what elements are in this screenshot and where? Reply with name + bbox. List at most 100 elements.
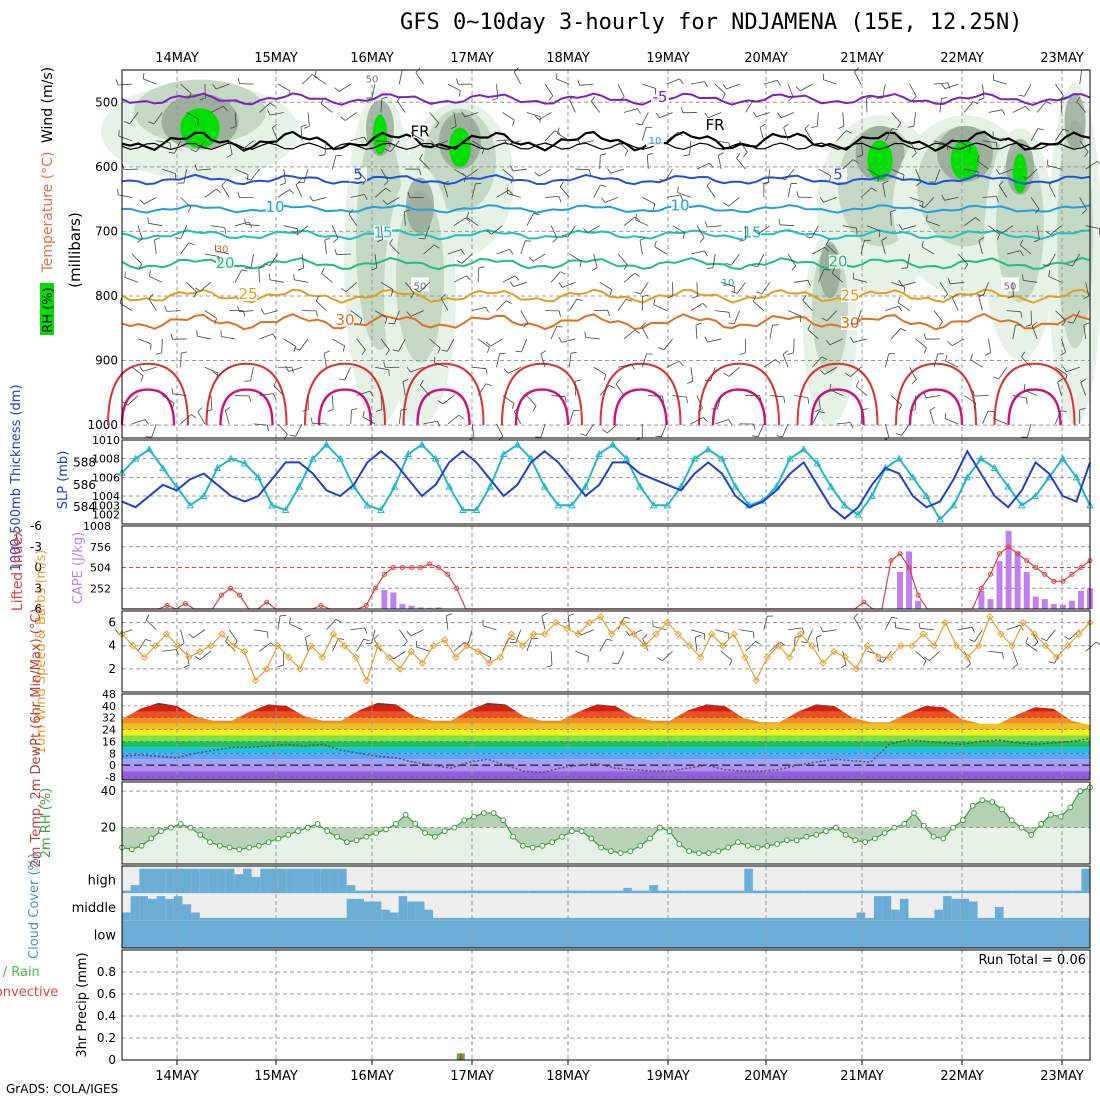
cloud-cell-bg — [683, 866, 693, 894]
cape-bar — [897, 571, 903, 609]
wind-barb — [410, 310, 424, 317]
wind-barb — [496, 189, 509, 198]
wind-barb — [988, 225, 1000, 235]
bottom-date-label: 20MAY — [744, 1069, 788, 1084]
wind-barb — [901, 281, 916, 286]
cloud-cell-bg — [243, 893, 253, 921]
wind-speed-point — [229, 641, 238, 650]
rh-point — [236, 846, 243, 853]
wind-barb — [856, 386, 868, 396]
wind-barb — [383, 361, 386, 368]
wind-barb — [891, 281, 905, 288]
wind-barb — [631, 364, 635, 370]
wind-barb — [585, 337, 600, 340]
wind-barb — [466, 168, 479, 178]
surface-wind-barb — [806, 629, 813, 643]
rh-point — [920, 822, 927, 829]
cloud-cell-bg — [580, 866, 590, 894]
temp-band — [122, 711, 1090, 718]
wind-barb — [551, 395, 566, 398]
wind-barb — [589, 169, 592, 176]
wind-barb — [148, 298, 157, 311]
cloud-axis-label: Cloud Cover (%) — [27, 853, 42, 959]
cloud-cell — [657, 890, 667, 894]
wind-barb — [846, 130, 852, 134]
surface-wind-barb — [145, 639, 152, 642]
surface-wind-barb — [606, 638, 613, 641]
wind-barb — [602, 429, 608, 434]
surface-wind-barb — [445, 615, 449, 630]
rh-point — [784, 837, 790, 844]
wind-barb — [1036, 225, 1040, 240]
wind-barb — [812, 246, 825, 255]
wind-barb — [796, 191, 799, 198]
wind-barb — [245, 224, 260, 227]
cloud-cell — [787, 890, 797, 894]
wind-speed-point — [863, 641, 872, 650]
wind-barb — [683, 154, 690, 157]
cloud-cell — [571, 890, 581, 894]
wind-barb — [1021, 351, 1026, 358]
wind-barb — [434, 140, 449, 147]
cloud-cell — [372, 901, 382, 921]
wind-barb — [635, 219, 649, 227]
wind-barb — [850, 337, 854, 343]
wind-barb — [708, 112, 722, 119]
cape-bar — [1023, 571, 1030, 609]
wind-barb — [118, 135, 133, 142]
wind-barb — [804, 124, 810, 130]
wind-barb — [1080, 382, 1087, 396]
cloud-cell — [1003, 890, 1013, 894]
wind-barb — [1047, 165, 1062, 170]
wind-barb — [975, 217, 981, 222]
cloud-cell — [433, 890, 443, 894]
wind-barb — [148, 294, 154, 300]
surface-wind-barb — [974, 629, 983, 642]
wind-barb — [1060, 351, 1066, 356]
wind-barb — [751, 265, 758, 267]
wind-barb — [1072, 253, 1081, 267]
li-point — [219, 592, 224, 598]
surface-wind-barb — [335, 619, 342, 623]
cloud-cell-bg — [433, 866, 443, 894]
wind-barb — [558, 337, 563, 343]
wind-barb — [244, 218, 246, 225]
wind-barb — [295, 184, 303, 198]
wind-barb — [161, 338, 163, 353]
wind-barb — [762, 182, 769, 185]
cloud-cell-bg — [485, 866, 495, 894]
wind-barb — [636, 123, 642, 126]
wind-barb — [787, 84, 794, 98]
slp-tick-label: 1004 — [92, 490, 120, 503]
wind-barb — [574, 379, 581, 382]
wind-barb — [380, 395, 383, 410]
wind-barb — [466, 275, 471, 281]
wind-barb — [558, 310, 561, 317]
wind-speed-point — [986, 613, 994, 621]
rh-point — [881, 830, 888, 836]
thickness-line — [121, 449, 1091, 520]
contour-label-bg — [266, 199, 284, 214]
wind-barb — [440, 293, 446, 299]
wind-barb — [154, 237, 161, 241]
wind-barb — [458, 90, 461, 97]
li-point — [897, 551, 903, 557]
wind-barb — [826, 310, 837, 322]
wind-barb — [939, 282, 949, 295]
cloud-cell-bg — [623, 866, 633, 894]
wind-barb — [707, 225, 722, 228]
cloud-cell — [752, 917, 762, 921]
rh-point — [324, 828, 331, 835]
cloud-cell — [761, 917, 771, 921]
hot-isotherm-arch — [810, 388, 865, 426]
isotherm-30 — [121, 313, 1091, 331]
cloud-cell — [597, 890, 607, 894]
cloud-cell-bg — [977, 866, 987, 894]
wind-barb — [212, 83, 217, 90]
slp-point — [1004, 482, 1013, 490]
wind-barb — [237, 77, 240, 84]
wind-barb — [924, 197, 935, 208]
cloud-cell-bg — [450, 866, 460, 894]
surface-wind-barb — [652, 626, 667, 631]
wind-speed-point — [752, 676, 760, 685]
